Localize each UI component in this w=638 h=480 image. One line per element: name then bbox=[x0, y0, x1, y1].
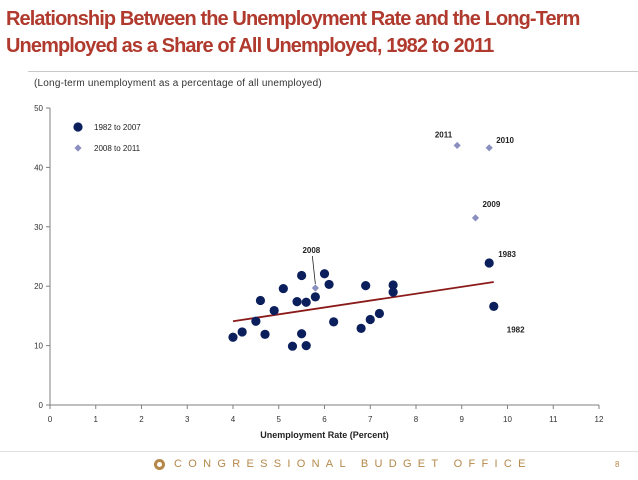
legend-label: 1982 to 2007 bbox=[94, 123, 141, 132]
point-label-2008-leader bbox=[311, 255, 316, 285]
point-label-2010: 2010 bbox=[496, 136, 514, 145]
data-point-1982-to-2007 bbox=[324, 279, 334, 290]
point-label-2008: 2008 bbox=[302, 246, 320, 255]
data-point-1982-to-2007 bbox=[297, 270, 307, 281]
trendline bbox=[232, 281, 494, 323]
trendline-layer bbox=[232, 281, 494, 323]
data-point-1982-to-2007 bbox=[489, 301, 499, 311]
chart-legend: 1982 to 2007 2008 to 2011 bbox=[73, 122, 141, 153]
page-number: 8 bbox=[615, 460, 620, 469]
point-label-1983: 1983 bbox=[498, 250, 516, 259]
data-point-1982-to-2007 bbox=[301, 341, 311, 351]
x-tick-label: 6 bbox=[322, 415, 327, 424]
data-point-1982-to-2007 bbox=[329, 317, 339, 327]
footer-bar bbox=[0, 451, 638, 480]
data-point-1982-to-2007 bbox=[484, 258, 494, 268]
x-tick-label: 10 bbox=[503, 415, 512, 424]
data-point-1982-to-2007 bbox=[356, 323, 366, 333]
data-point-1982-to-2007 bbox=[237, 327, 247, 337]
slide-title: Relationship Between the Unemployment Ra… bbox=[6, 8, 580, 57]
x-tick-label: 1 bbox=[94, 415, 99, 424]
data-point-2008-to-2011 bbox=[453, 141, 461, 150]
x-tick-label: 11 bbox=[549, 415, 558, 424]
point-labels-layer: 1982 1983 2008 2009 2010 2011 bbox=[302, 130, 525, 334]
chart-subtitle: (Long-term unemployment as a percentage … bbox=[34, 78, 322, 89]
y-tick-label: 0 bbox=[39, 401, 44, 410]
x-tick-label: 7 bbox=[368, 415, 373, 424]
data-point-1982-to-2007 bbox=[287, 341, 298, 351]
point-label-1982: 1982 bbox=[507, 325, 525, 334]
data-point-2008-to-2011 bbox=[311, 284, 319, 292]
data-point-1982-to-2007 bbox=[269, 305, 279, 316]
data-point-1982-to-2007 bbox=[374, 308, 384, 319]
data-point-1982-to-2007 bbox=[292, 297, 302, 307]
legend-marker-circle bbox=[73, 122, 83, 132]
data-point-1982-to-2007 bbox=[310, 292, 320, 302]
x-tick-label: 8 bbox=[414, 415, 419, 424]
data-point-1982-to-2007 bbox=[297, 329, 307, 339]
y-tick-label: 20 bbox=[34, 282, 43, 291]
y-tick-label: 10 bbox=[34, 342, 43, 351]
cbo-logo-icon bbox=[154, 459, 165, 470]
data-point-2008-to-2011 bbox=[485, 144, 493, 152]
point-label-2009: 2009 bbox=[482, 200, 500, 209]
data-point-1982-to-2007 bbox=[319, 269, 330, 279]
x-tick-label: 0 bbox=[48, 415, 53, 424]
x-tick-label: 3 bbox=[185, 415, 190, 424]
data-point-1982-to-2007 bbox=[228, 332, 238, 342]
y-tick-label: 40 bbox=[34, 163, 43, 172]
data-point-1982-to-2007 bbox=[388, 287, 398, 297]
data-point-1982-to-2007 bbox=[251, 316, 261, 326]
legend-marker-diamond bbox=[74, 144, 82, 152]
x-axis-title: Unemployment Rate (Percent) bbox=[260, 430, 389, 440]
data-points-layer bbox=[228, 141, 499, 351]
data-point-1982-to-2007 bbox=[278, 283, 288, 294]
title-divider bbox=[28, 71, 638, 72]
data-point-1982-to-2007 bbox=[260, 329, 270, 339]
data-point-1982-to-2007 bbox=[365, 314, 375, 325]
x-tick-label: 5 bbox=[277, 415, 282, 424]
x-tick-label: 4 bbox=[231, 415, 236, 424]
legend-label: 2008 to 2011 bbox=[94, 144, 141, 153]
x-tick-label: 2 bbox=[139, 415, 144, 424]
y-tick-label: 50 bbox=[34, 104, 43, 113]
data-point-1982-to-2007 bbox=[301, 297, 311, 307]
x-tick-label: 9 bbox=[460, 415, 465, 424]
data-point-1982-to-2007 bbox=[361, 281, 371, 291]
footer-organization: CONGRESSIONAL BUDGET OFFICE bbox=[174, 458, 532, 470]
y-tick-label: 30 bbox=[34, 223, 43, 232]
point-label-2011: 2011 bbox=[435, 130, 453, 139]
data-point-1982-to-2007 bbox=[388, 280, 398, 290]
data-point-2008-to-2011 bbox=[471, 214, 480, 222]
x-tick-label: 12 bbox=[595, 415, 604, 424]
data-point-1982-to-2007 bbox=[255, 295, 266, 306]
